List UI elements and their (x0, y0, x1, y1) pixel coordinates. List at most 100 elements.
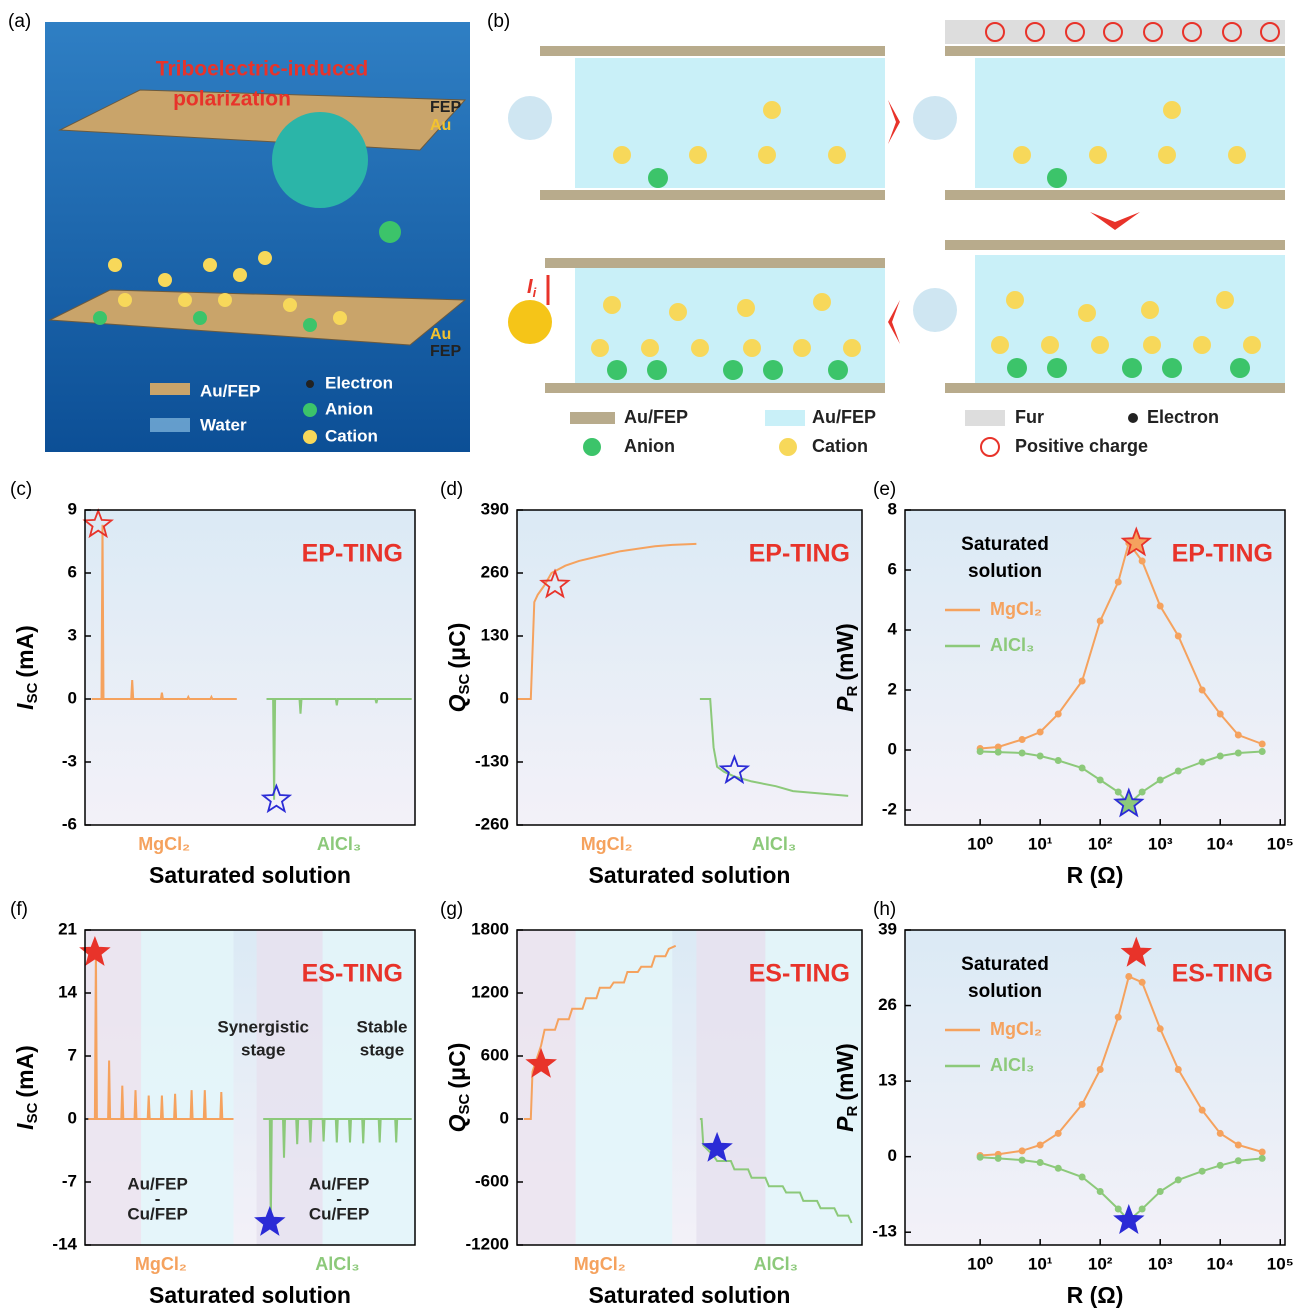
y-tick-label: -1200 (466, 1234, 509, 1253)
data-point (1259, 748, 1266, 755)
y-label-symbol: P (832, 1116, 858, 1132)
panel-label: (g) (440, 899, 463, 920)
annotation: EP-TING (1172, 540, 1273, 568)
y-tick-label: 1800 (471, 919, 509, 938)
legend-text: Water (200, 415, 247, 434)
x-tick-label: 10⁰ (967, 834, 993, 853)
stage-label: stage (241, 1040, 285, 1059)
legend-swatch (150, 383, 190, 395)
x-tick-label: 10³ (1148, 834, 1173, 853)
data-point (1157, 777, 1164, 784)
device-cells (508, 20, 1285, 393)
data-point (1115, 789, 1122, 796)
data-point (977, 1154, 984, 1161)
legend-title: Saturated (961, 534, 1049, 555)
category-label: AlCl₃ (752, 834, 796, 854)
stage-label: stage (360, 1040, 404, 1059)
data-point (1175, 768, 1182, 775)
data-point (1055, 1130, 1062, 1137)
data-point (995, 1155, 1002, 1162)
layer-label: Au (430, 117, 451, 134)
y-tick-label: 39 (878, 919, 897, 938)
y-tick-label: 21 (58, 919, 77, 938)
legend-text: Electron (1147, 407, 1219, 427)
data-point (1199, 687, 1206, 694)
data-point (977, 748, 984, 755)
y-tick-label: 13 (878, 1071, 897, 1090)
stage-band (85, 930, 141, 1245)
data-point (1055, 1165, 1062, 1172)
electrode-label: Cu/FEP (127, 1204, 187, 1223)
x-tick-label: 10⁰ (967, 1254, 993, 1273)
data-point (1139, 558, 1146, 565)
mascot (272, 112, 368, 208)
layer-label: Au (430, 326, 451, 343)
legend-swatch (1128, 413, 1138, 423)
title: polarization (173, 88, 291, 111)
legend-text: Cation (325, 426, 378, 445)
data-point (1259, 1149, 1266, 1156)
x-tick-label: 10² (1088, 834, 1113, 853)
data-point (1157, 603, 1164, 610)
y-tick-label: 14 (58, 982, 77, 1001)
data-point (1217, 1162, 1224, 1169)
current-label: Ii (527, 276, 537, 300)
legend-swatch (306, 380, 314, 388)
legend-text: Au/FEP (812, 407, 876, 427)
data-point (1235, 1157, 1242, 1164)
y-label-unit: (μC) (444, 1043, 470, 1089)
data-point (1037, 753, 1044, 760)
y-tick-label: -14 (52, 1234, 77, 1253)
y-tick-label: 0 (68, 1108, 77, 1127)
data-point (1125, 973, 1132, 980)
y-tick-label: 130 (481, 625, 509, 644)
legend-text: AlCl₃ (990, 1055, 1034, 1075)
y-label-symbol: Q (444, 1114, 470, 1132)
data-point (1037, 729, 1044, 736)
y-label-unit: (mW) (832, 623, 858, 680)
x-axis-label: Saturated solution (589, 862, 791, 888)
data-point (995, 749, 1002, 756)
annotation: ES-TING (749, 960, 850, 988)
legend-swatch (303, 403, 317, 417)
category-label: AlCl₃ (317, 834, 361, 854)
annotation: EP-TING (302, 540, 403, 568)
y-tick-label: 7 (68, 1045, 77, 1064)
panel-label: (a) (8, 11, 31, 32)
y-axis-label: ISC(mA) (12, 625, 41, 710)
data-point (1217, 1130, 1224, 1137)
data-point (1037, 1142, 1044, 1149)
stage-label: Stable (356, 1017, 407, 1036)
y-tick-label: 2 (888, 679, 897, 698)
data-point (1097, 1066, 1104, 1073)
legend-text: Positive charge (1015, 436, 1148, 456)
y-tick-label: 0 (888, 739, 897, 758)
panel-label: (c) (10, 479, 32, 500)
data-point (1115, 1014, 1122, 1021)
data-point (1097, 1188, 1104, 1195)
legend-text: Fur (1015, 407, 1044, 427)
data-point (1157, 1025, 1164, 1032)
data-point (1217, 711, 1224, 718)
data-point (1157, 1188, 1164, 1195)
legend-title: Saturated (961, 954, 1049, 975)
legend-swatch (583, 438, 601, 456)
y-tick-label: 3 (68, 625, 77, 644)
y-label-unit: (μC) (444, 623, 470, 669)
anion (379, 221, 401, 243)
data-point (1235, 750, 1242, 757)
data-point (1019, 1147, 1026, 1154)
data-point (1055, 757, 1062, 764)
y-label-sub: SC (24, 1102, 41, 1123)
x-tick-label: 10³ (1148, 1254, 1173, 1273)
data-point (1175, 1066, 1182, 1073)
y-tick-label: -6 (62, 814, 77, 833)
x-tick-label: 10⁴ (1207, 1254, 1234, 1273)
data-point (1097, 618, 1104, 625)
x-tick-label: 10⁵ (1267, 1254, 1294, 1273)
y-label-unit: (mA) (12, 1045, 38, 1097)
y-tick-label: -2 (882, 799, 897, 818)
y-label-sub: SC (456, 1093, 473, 1114)
annotation: EP-TING (749, 540, 850, 568)
data-point (1217, 753, 1224, 760)
